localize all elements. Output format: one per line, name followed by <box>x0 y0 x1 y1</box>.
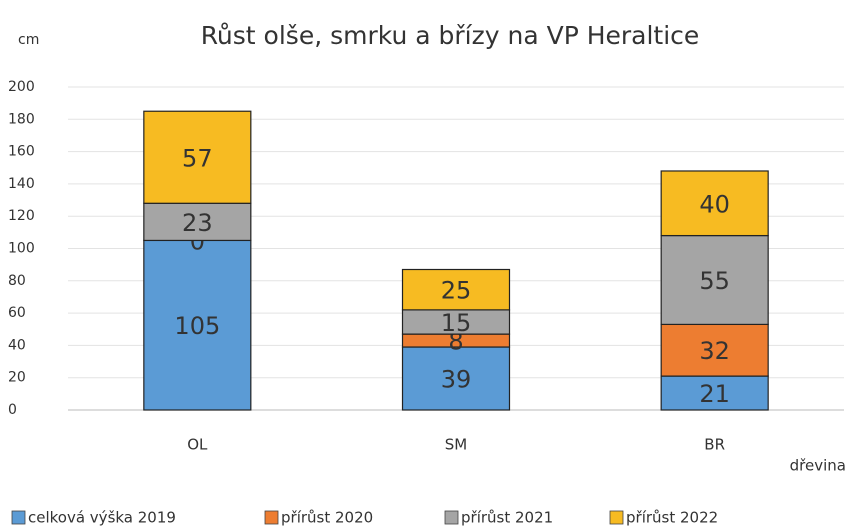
y-tick-label: 180 <box>8 111 35 127</box>
y-tick-label: 0 <box>8 402 17 418</box>
y-tick-label: 160 <box>8 144 35 160</box>
y-tick-label: 140 <box>8 176 35 192</box>
x-axis-label: dřevina <box>790 457 846 475</box>
data-label: 105 <box>174 312 220 340</box>
bar-segment <box>660 323 769 377</box>
legend-label: přírůst 2022 <box>626 509 718 527</box>
data-label: 21 <box>699 380 730 408</box>
bar-segment <box>660 170 769 237</box>
legend-label: přírůst 2020 <box>281 509 373 527</box>
data-label: 23 <box>182 209 213 237</box>
legend-swatch <box>11 510 26 525</box>
legend-label: celková výška 2019 <box>28 509 176 527</box>
x-tick-label: SM <box>445 436 467 454</box>
legend-label: přírůst 2021 <box>461 509 553 527</box>
data-label: 40 <box>699 190 730 218</box>
bar-segment <box>143 110 252 204</box>
bar-segment <box>401 309 511 335</box>
y-tick-label: 200 <box>8 79 35 95</box>
data-label: 55 <box>699 267 730 295</box>
y-tick-label: 100 <box>8 241 35 257</box>
bar-segment <box>143 202 252 242</box>
data-label: 57 <box>182 144 213 172</box>
y-axis-label: cm <box>18 32 39 48</box>
x-tick-label: OL <box>187 436 208 454</box>
bar-segment <box>401 268 511 311</box>
y-tick-label: 80 <box>8 273 26 289</box>
x-tick-label: BR <box>704 436 725 454</box>
legend-swatch <box>609 510 624 525</box>
chart-title: Růst olše, smrku a břízy na VP Heraltice <box>201 21 700 50</box>
data-label: 25 <box>441 277 472 305</box>
y-tick-label: 120 <box>8 208 35 224</box>
legend-swatch <box>264 510 279 525</box>
bar-segment <box>660 234 769 326</box>
data-label: 32 <box>699 337 730 365</box>
data-label: 15 <box>441 309 472 337</box>
bar-segment <box>143 239 252 411</box>
legend-swatch <box>444 510 459 525</box>
y-tick-label: 60 <box>8 305 26 321</box>
y-tick-label: 20 <box>8 370 26 386</box>
bar-segment <box>401 346 511 411</box>
bar-segment <box>660 375 769 411</box>
y-tick-label: 40 <box>8 337 26 353</box>
data-label: 39 <box>441 366 472 394</box>
